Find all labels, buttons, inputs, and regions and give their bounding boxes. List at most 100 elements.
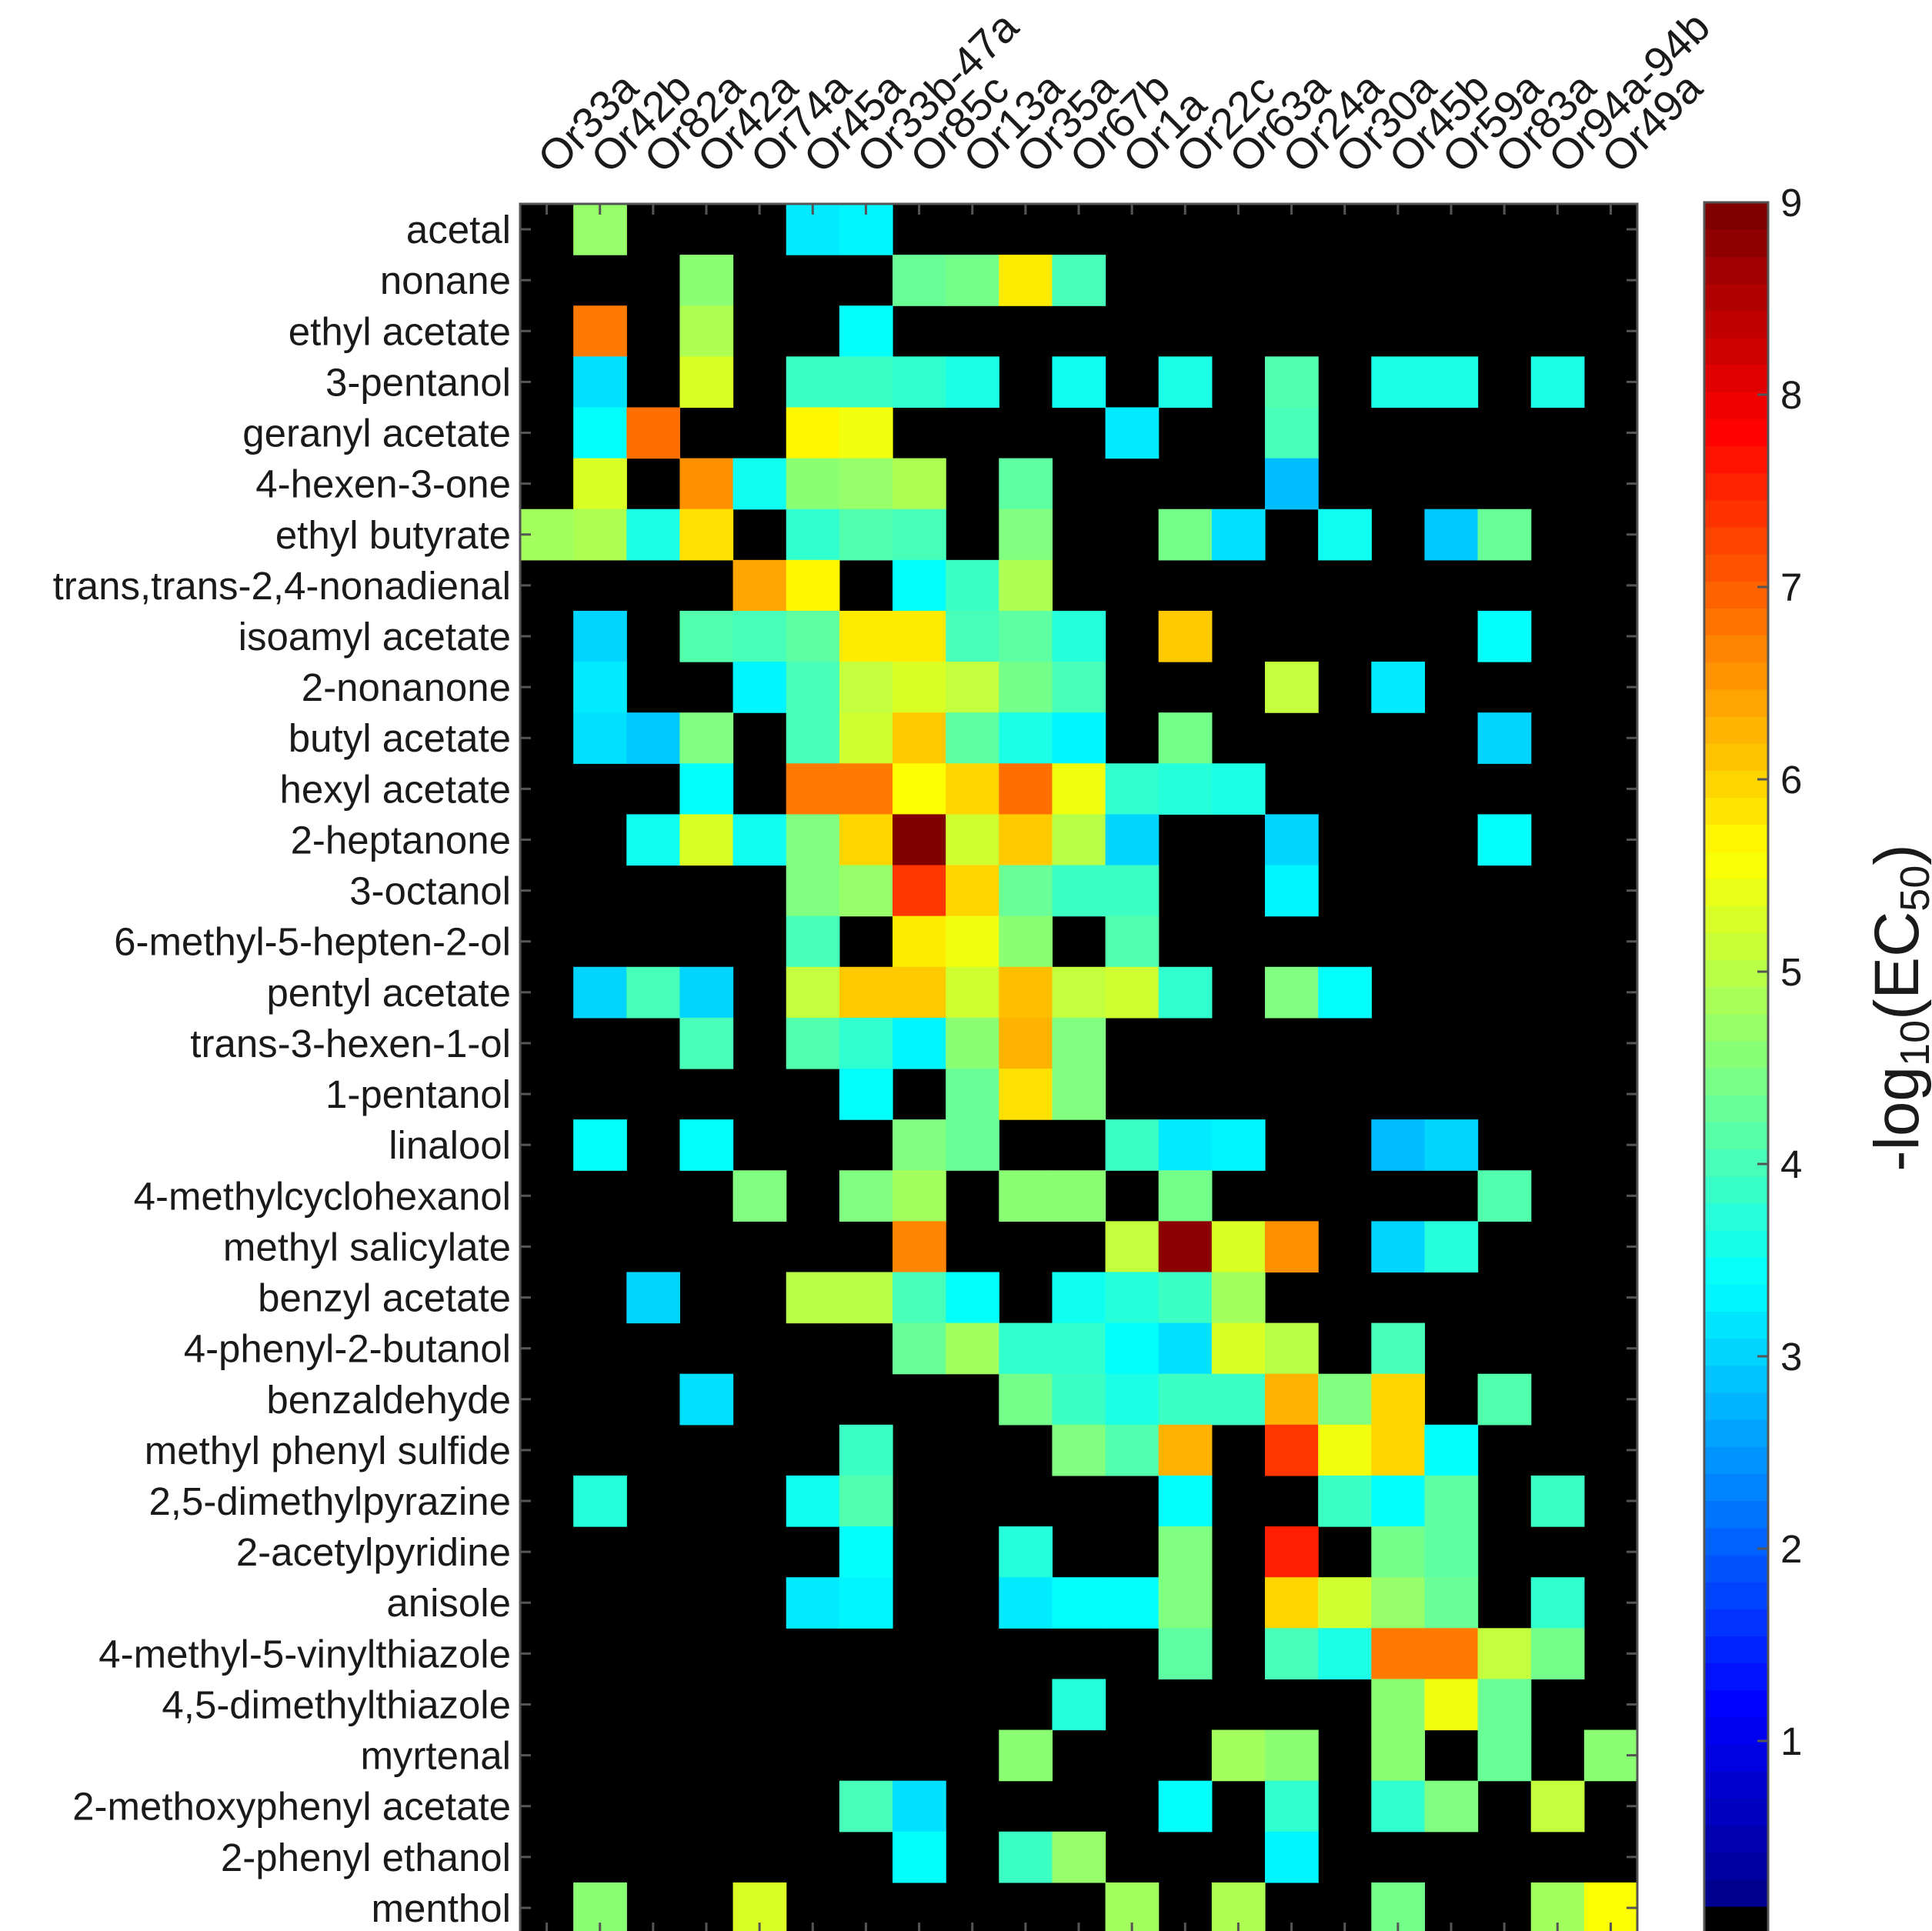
heatmap-cell	[839, 305, 893, 357]
heatmap-cell	[1477, 509, 1532, 561]
heatmap-cell	[893, 1780, 946, 1833]
heatmap-cell	[839, 763, 893, 815]
heatmap-cell	[946, 662, 999, 713]
heatmap-cell	[1530, 356, 1585, 409]
heatmap-cell	[1371, 1475, 1426, 1527]
y-tick-label: 4,5-dimethylthiazole	[162, 1683, 511, 1726]
y-tick-label: butyl acetate	[289, 716, 511, 760]
heatmap-cell	[1424, 356, 1479, 409]
heatmap-cell	[1265, 458, 1319, 510]
heatmap-cell	[1158, 1221, 1213, 1273]
colorbar-segment	[1704, 310, 1768, 339]
heatmap-cell	[1158, 1373, 1213, 1426]
heatmap-cell	[1371, 1526, 1426, 1578]
colorbar-tick-labels: 1 2 3 4 5 6 7 8 9	[1757, 181, 1802, 1763]
heatmap-cell	[1265, 1628, 1319, 1680]
heatmap-cell	[679, 1119, 734, 1171]
heatmap-cell	[1371, 662, 1426, 713]
y-tick-label: acetal	[406, 208, 511, 252]
colorbar-segment	[1704, 932, 1768, 960]
heatmap-cell	[1052, 1322, 1106, 1375]
heatmap-cell	[1265, 966, 1319, 1019]
colorbar-segment	[1704, 1122, 1768, 1150]
heatmap-cell	[839, 1170, 893, 1222]
heatmap-cell	[893, 865, 946, 917]
heatmap-cell	[1530, 1475, 1585, 1527]
heatmap-cell	[839, 509, 893, 561]
heatmap-cell	[1052, 1170, 1106, 1222]
heatmap-cell	[1105, 1577, 1160, 1629]
heatmap-cell	[1158, 1272, 1213, 1324]
colorbar-segment	[1704, 1554, 1768, 1582]
heatmap-cell	[946, 763, 999, 815]
heatmap-cell	[679, 814, 734, 866]
colorbar-segment	[1704, 1040, 1768, 1069]
heatmap-cell	[1211, 1272, 1266, 1324]
heatmap-cell	[1052, 1373, 1106, 1426]
heatmap-cell	[999, 1017, 1053, 1069]
heatmap-cell	[732, 814, 787, 866]
heatmap-cell	[1211, 1729, 1266, 1782]
heatmap-cell	[1371, 1780, 1426, 1833]
colorbar-segment	[1704, 1609, 1768, 1636]
heatmap-cell	[1052, 356, 1106, 409]
colorbar-segment	[1704, 1229, 1768, 1258]
heatmap-cell	[999, 865, 1053, 917]
heatmap-cell	[1371, 1577, 1426, 1629]
heatmap-cell	[1318, 1628, 1372, 1680]
heatmap-cell	[573, 509, 627, 561]
heatmap-cell	[1052, 814, 1106, 866]
heatmap-cell	[786, 712, 840, 764]
heatmap-cell	[786, 509, 840, 561]
heatmap-cell	[1158, 1170, 1213, 1222]
heatmap-cell	[1158, 1526, 1213, 1578]
heatmap-cell	[1265, 356, 1319, 409]
heatmap-cell	[1158, 610, 1213, 662]
heatmap-cell	[1265, 865, 1319, 917]
heatmap-cell	[839, 966, 893, 1019]
heatmap-cell	[1424, 1526, 1479, 1578]
y-tick-label: methyl phenyl sulfide	[145, 1429, 511, 1472]
y-tick-label: ethyl butyrate	[275, 513, 511, 557]
heatmap-cell	[1211, 1221, 1266, 1273]
heatmap-cell	[999, 1577, 1053, 1629]
heatmap-cell	[893, 712, 946, 764]
colorbar-label-mid: (EC	[1862, 912, 1932, 1020]
colorbar-tick-label: 1	[1780, 1719, 1802, 1763]
heatmap-cell	[893, 1221, 946, 1273]
y-tick-label: hexyl acetate	[279, 767, 511, 811]
heatmap-cell	[1477, 712, 1532, 764]
colorbar-segment	[1704, 1284, 1768, 1312]
colorbar-segment	[1704, 1581, 1768, 1609]
colorbar-segment	[1704, 689, 1768, 717]
heatmap-cell	[1105, 1119, 1160, 1171]
colorbar-segment	[1704, 715, 1768, 744]
heatmap-cell	[946, 915, 999, 968]
heatmap-cell	[946, 356, 999, 409]
colorbar-segment	[1704, 1798, 1768, 1826]
heatmap-cell	[732, 458, 787, 510]
heatmap-cell	[679, 712, 734, 764]
heatmap-cell	[1477, 1729, 1532, 1782]
heatmap-cell	[732, 610, 787, 662]
heatmap-cell	[893, 1119, 946, 1171]
y-tick-label: pentyl acetate	[266, 971, 511, 1015]
colorbar-segment	[1704, 1013, 1768, 1042]
colorbar-segment	[1704, 1068, 1768, 1096]
heatmap-cell	[1265, 1424, 1319, 1476]
heatmap-cell	[1265, 1729, 1319, 1782]
colorbar-segment	[1704, 1500, 1768, 1529]
colorbar-segment	[1704, 851, 1768, 879]
colorbar-segment	[1704, 1338, 1768, 1366]
heatmap-cell	[1105, 407, 1160, 459]
heatmap-cell	[999, 915, 1053, 968]
heatmap-cell	[1424, 1475, 1479, 1527]
heatmap-cell	[1105, 1272, 1160, 1324]
heatmap-cell	[1158, 1119, 1213, 1171]
y-tick-label: trans-3-hexen-1-ol	[190, 1022, 511, 1066]
heatmap-cell	[1371, 1679, 1426, 1731]
heatmap-cell	[1105, 1373, 1160, 1426]
colorbar-tick-label: 2	[1780, 1527, 1802, 1571]
heatmap-cell	[946, 1119, 999, 1171]
heatmap-cell	[839, 1069, 893, 1120]
